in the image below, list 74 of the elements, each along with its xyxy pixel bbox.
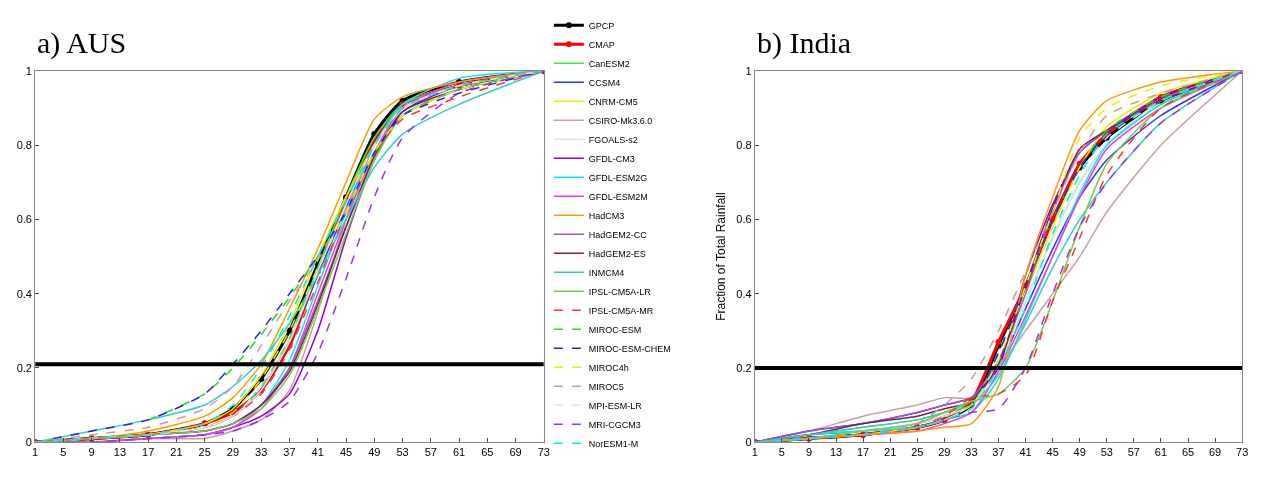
x-tick-label: 25 — [911, 446, 924, 459]
legend-label: GPCP — [588, 20, 615, 31]
x-tick-label: 53 — [1100, 446, 1113, 459]
x-tick-label: 57 — [424, 446, 437, 459]
x-tick-label: 25 — [198, 446, 211, 459]
x-tick-label: 33 — [255, 446, 268, 459]
y-tick-label: 0.8 — [736, 139, 752, 152]
x-tick-label: 17 — [142, 446, 155, 459]
x-tick-label: 69 — [1208, 446, 1222, 459]
y-tick-label: 0.4 — [736, 287, 752, 300]
x-tick-label: 41 — [311, 446, 324, 459]
x-tick-label: 41 — [1019, 446, 1032, 459]
chart-title: a) AUS — [37, 26, 127, 60]
x-tick-label: 9 — [88, 446, 95, 459]
legend-label: IPSL-CM5A-LR — [588, 286, 652, 297]
x-tick-label: 5 — [778, 446, 785, 459]
x-tick-label: 29 — [226, 446, 240, 459]
x-tick-label: 21 — [884, 446, 897, 459]
x-tick-label: 37 — [992, 446, 1005, 459]
legend-label: CCSM4 — [588, 77, 621, 88]
x-tick-label: 13 — [113, 446, 127, 459]
x-tick-label: 49 — [368, 446, 381, 459]
x-tick-label: 53 — [396, 446, 409, 459]
y-tick-label: 0.6 — [16, 213, 32, 226]
y-tick-label: 0.2 — [16, 361, 32, 374]
legend-label: INMCM4 — [588, 267, 625, 278]
y-tick-label: 0 — [25, 436, 32, 449]
legend-label: CSIRO-Mk3.6.0 — [588, 115, 653, 126]
x-tick-label: 69 — [509, 446, 522, 459]
legend-label: HadGEM2-ES — [588, 248, 646, 259]
y-tick-label: 0.4 — [16, 287, 32, 300]
x-tick-label: 45 — [339, 446, 353, 459]
legend-label: MIROC5 — [588, 381, 624, 392]
x-tick-label: 21 — [170, 446, 183, 459]
x-tick-label: 9 — [805, 446, 813, 459]
x-tick-label: 65 — [481, 446, 494, 459]
legend-label: HadCM3 — [588, 210, 625, 221]
legend-label: CMAP — [588, 39, 615, 50]
legend-label: GFDL-CM3 — [588, 153, 635, 164]
legend-label: CanESM2 — [588, 58, 630, 69]
legend-label: GFDL-ESM2M — [588, 191, 648, 202]
x-tick-label: 61 — [1154, 446, 1168, 459]
y-tick-label: 0.6 — [736, 213, 752, 226]
x-tick-label: 37 — [283, 446, 296, 459]
legend-label: HadGEM2-CC — [588, 229, 648, 240]
x-tick-label: 45 — [1046, 446, 1059, 459]
legend-label: MIROC-ESM-CHEM — [588, 343, 671, 354]
x-tick-label: 29 — [938, 446, 951, 459]
y-tick-label: 1 — [745, 64, 752, 77]
x-tick-label: 17 — [857, 446, 870, 459]
y-axis-title: Fraction of Total Rainfall — [713, 192, 728, 321]
x-tick-label: 5 — [60, 446, 67, 459]
y-tick-label: 0.8 — [16, 139, 32, 152]
legend-label: GFDL-ESM2G — [588, 172, 648, 183]
legend-label: NorESM1-M — [588, 438, 639, 449]
legend-label: FGOALS-s2 — [588, 134, 638, 145]
x-tick-label: 61 — [452, 446, 466, 459]
legend-label: IPSL-CM5A-MR — [588, 305, 654, 316]
x-tick-label: 13 — [829, 446, 843, 459]
legend-label: MRI-CGCM3 — [588, 419, 641, 430]
x-tick-label: 73 — [1236, 446, 1249, 459]
legend-label: MIROC-ESM — [588, 324, 642, 335]
legend-label: MPI-ESM-LR — [588, 400, 643, 411]
legend-label: MIROC4h — [588, 362, 629, 373]
x-tick-label: 57 — [1127, 446, 1140, 459]
x-tick-label: 33 — [965, 446, 978, 459]
y-tick-label: 0 — [745, 436, 752, 449]
y-tick-label: 1 — [25, 64, 32, 77]
legend-label: CNRM-CM5 — [588, 96, 638, 107]
x-tick-label: 73 — [537, 446, 550, 459]
x-tick-label: 49 — [1073, 446, 1086, 459]
y-tick-label: 0.2 — [736, 361, 752, 374]
chart-title: b) India — [757, 26, 852, 60]
x-tick-label: 65 — [1181, 446, 1195, 459]
